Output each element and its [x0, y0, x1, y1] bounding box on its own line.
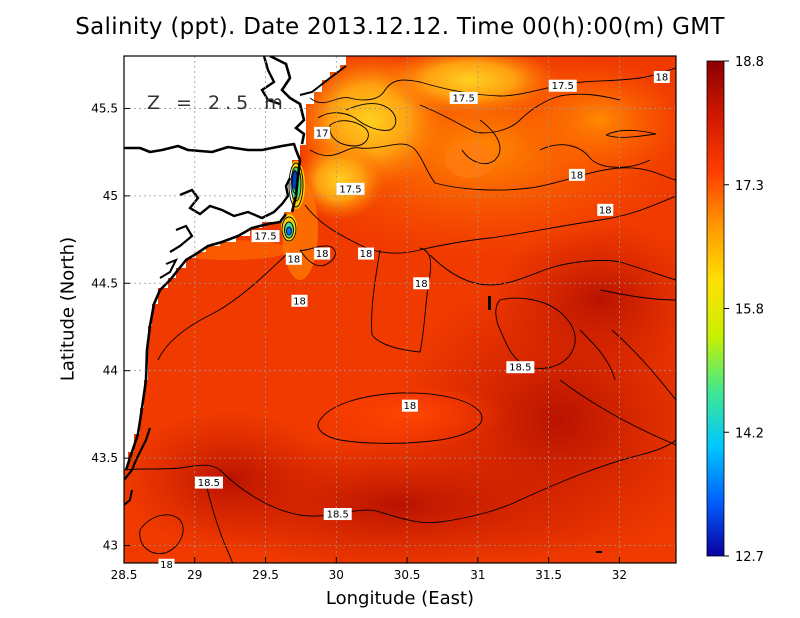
y-axis-ticks: 43 43.5 44 44.5 45 45.5 — [91, 101, 130, 553]
x-axis-label: Longitude (East) — [325, 588, 475, 609]
contour-label: 17.5 — [251, 230, 280, 243]
svg-text:18.5: 18.5 — [509, 363, 531, 374]
svg-text:18.5: 18.5 — [327, 510, 349, 521]
contour-label: 18 — [653, 70, 670, 83]
svg-text:18: 18 — [404, 401, 417, 412]
svg-text:17: 17 — [316, 128, 329, 139]
contour-label: 18 — [358, 247, 375, 260]
contour-label: 18 — [597, 203, 614, 216]
x-tick-label: 28.5 — [111, 568, 138, 582]
contour-label: 17.5 — [548, 79, 577, 92]
svg-text:18: 18 — [287, 254, 300, 265]
colorbar-tick-label: 18.8 — [735, 55, 764, 70]
svg-text:18.5: 18.5 — [198, 478, 220, 489]
y-tick-label: 43 — [103, 539, 118, 553]
contour-label: 17.5 — [336, 182, 365, 195]
contour-label: 18 — [413, 277, 430, 290]
colorbar: 18.8 17.3 15.8 14.2 12.7 — [706, 55, 764, 565]
y-tick-label: 44.5 — [91, 276, 118, 290]
contour-label: 17 — [314, 126, 331, 139]
plot-frame — [123, 55, 677, 564]
y-tick-label: 43.5 — [91, 451, 118, 465]
colorbar-tick-label: 12.7 — [735, 550, 764, 565]
svg-text:18: 18 — [293, 296, 306, 307]
x-tick-label: 30 — [329, 568, 344, 582]
y-tick-label: 45 — [103, 189, 118, 203]
contour-label: 18 — [401, 399, 418, 412]
contour-label: 18 — [158, 558, 175, 571]
contour-label: 18 — [568, 168, 585, 181]
colorbar-tick-label: 17.3 — [735, 179, 764, 194]
contour-label: 18 — [314, 247, 331, 260]
svg-text:18: 18 — [571, 170, 584, 181]
svg-text:17.5: 17.5 — [254, 232, 276, 243]
x-tick-label: 31.5 — [535, 568, 562, 582]
svg-text:18: 18 — [160, 560, 173, 571]
colorbar-tick-label: 14.2 — [735, 426, 764, 441]
svg-text:18: 18 — [415, 279, 428, 290]
svg-text:18: 18 — [599, 205, 612, 216]
grid-lines — [124, 56, 676, 563]
x-tick-label: 31 — [470, 568, 485, 582]
contour-label: 18.5 — [323, 508, 352, 521]
svg-text:17.5: 17.5 — [552, 81, 574, 92]
colorbar-ticks: 18.8 17.3 15.8 14.2 12.7 — [724, 55, 764, 565]
map-title: Salinity (ppt). Date 2013.12.12. Time 00… — [75, 14, 725, 40]
contour-label: 18 — [291, 294, 308, 307]
x-tick-label: 30.5 — [394, 568, 421, 582]
x-tick-label: 29.5 — [252, 568, 279, 582]
contour-labels: 17.5 18 17.5 17 18 17.5 18 17.5 18 18 18 18 18 18.5 18… — [158, 70, 670, 571]
contour-label: 18.5 — [506, 361, 535, 374]
colorbar-tick-label: 15.8 — [735, 303, 764, 318]
salinity-field — [124, 56, 676, 563]
svg-text:18: 18 — [316, 249, 329, 260]
x-axis-ticks: 28.5 29 29.5 30 30.5 31 31.5 32 — [111, 557, 627, 582]
svg-text:18: 18 — [360, 249, 373, 260]
svg-text:17.5: 17.5 — [453, 93, 475, 104]
y-axis-label: Latitude (North) — [57, 236, 79, 382]
y-tick-label: 44 — [103, 364, 118, 378]
contour-lines — [124, 67, 676, 563]
depth-label: Z = 2.5 m — [147, 92, 288, 114]
contour-label: 17.5 — [449, 91, 478, 104]
x-tick-label: 32 — [612, 568, 627, 582]
svg-text:18: 18 — [655, 72, 668, 83]
contour-label: 18 — [285, 252, 302, 265]
colorbar-ramp — [706, 60, 725, 557]
land-area — [124, 56, 346, 470]
svg-text:17.5: 17.5 — [339, 184, 361, 195]
x-tick-label: 29 — [187, 568, 202, 582]
y-tick-label: 45.5 — [91, 101, 118, 115]
contour-label: 18.5 — [194, 476, 223, 489]
